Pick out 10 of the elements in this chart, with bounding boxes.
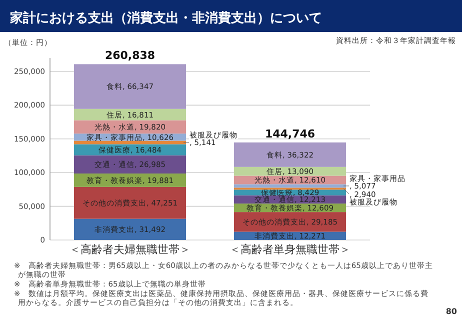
total-label: 260,838 bbox=[104, 49, 156, 62]
bar bbox=[234, 184, 346, 188]
text: 80 bbox=[446, 307, 458, 316]
bar bbox=[234, 142, 346, 167]
x-tick-label: ＜高齢者夫婦無職世帯＞ bbox=[70, 243, 190, 256]
bar bbox=[74, 186, 186, 219]
x-tick-label: ＜高齢者単身無職世帯＞ bbox=[230, 243, 350, 256]
chart-title: 家計における支出（消費支出・非消費支出）について bbox=[9, 10, 322, 26]
total-label: 144,746 bbox=[264, 127, 316, 140]
bar bbox=[74, 64, 186, 109]
